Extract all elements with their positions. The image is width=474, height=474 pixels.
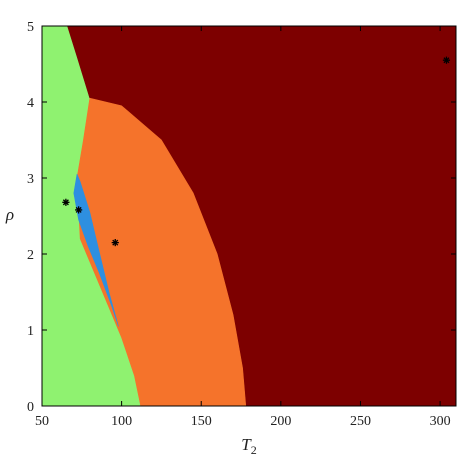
y-axis-label: ρ <box>5 205 14 224</box>
plot-points <box>62 56 451 247</box>
data-point-3 <box>111 239 119 247</box>
x-tick-label: 100 <box>111 414 132 429</box>
plot-regions <box>41 25 457 407</box>
y-tick-label: 0 <box>27 400 34 415</box>
y-tick-label: 3 <box>27 172 34 187</box>
x-tick-label: 150 <box>191 414 212 429</box>
x-tick-label: 300 <box>430 414 451 429</box>
x-tick-label: 200 <box>270 414 291 429</box>
x-axis-ticks: 50 100 150 200 250 300 <box>35 26 451 429</box>
y-tick-label: 1 <box>27 324 34 339</box>
plot-frame <box>41 25 457 407</box>
y-tick-label: 4 <box>27 96 34 111</box>
x-axis-label: T2 <box>241 435 256 457</box>
y-tick-label: 5 <box>27 20 34 35</box>
x-tick-label: 250 <box>350 414 371 429</box>
data-point-1 <box>62 198 70 206</box>
x-tick-label: 50 <box>35 414 49 429</box>
region-blue <box>73 173 119 327</box>
data-point-4 <box>442 56 451 64</box>
y-axis-ticks: 0 1 2 3 4 5 <box>27 20 456 415</box>
data-point-2 <box>75 206 83 214</box>
y-tick-label: 2 <box>27 248 34 263</box>
